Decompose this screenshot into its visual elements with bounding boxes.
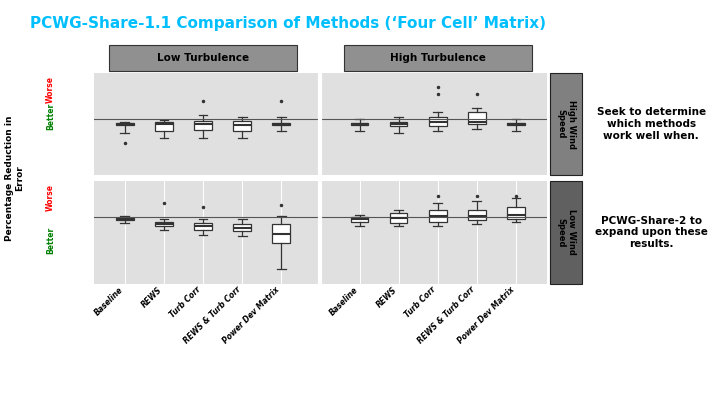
- PathPatch shape: [233, 121, 251, 131]
- PathPatch shape: [116, 123, 134, 125]
- Text: Worse: Worse: [46, 76, 55, 102]
- Text: Percentage Reduction in
Error: Percentage Reduction in Error: [5, 115, 24, 241]
- Text: PCWG-Share-2 to
expand upon these
results.: PCWG-Share-2 to expand upon these result…: [595, 216, 708, 249]
- Text: Better: Better: [46, 102, 55, 130]
- Text: Seek to determine
which methods
work well when.: Seek to determine which methods work wel…: [597, 107, 706, 141]
- PathPatch shape: [272, 224, 290, 243]
- PathPatch shape: [468, 113, 485, 124]
- PathPatch shape: [272, 123, 290, 126]
- PathPatch shape: [390, 213, 408, 223]
- Text: High Turbulence: High Turbulence: [390, 53, 486, 63]
- PathPatch shape: [351, 217, 369, 222]
- PathPatch shape: [116, 218, 134, 220]
- PathPatch shape: [390, 122, 408, 126]
- Text: Low Turbulence: Low Turbulence: [157, 53, 249, 63]
- PathPatch shape: [507, 123, 525, 126]
- PathPatch shape: [468, 210, 485, 220]
- PathPatch shape: [429, 117, 446, 126]
- PathPatch shape: [156, 222, 173, 226]
- PathPatch shape: [507, 207, 525, 219]
- Text: Worse: Worse: [46, 184, 55, 211]
- PathPatch shape: [194, 223, 212, 230]
- Text: PCWG-Share-1.1 Comparison of Methods (‘Four Cell’ Matrix): PCWG-Share-1.1 Comparison of Methods (‘F…: [30, 16, 546, 31]
- Text: Better: Better: [46, 227, 55, 254]
- PathPatch shape: [156, 122, 173, 131]
- Text: High Wind
Speed: High Wind Speed: [557, 100, 576, 149]
- PathPatch shape: [429, 210, 446, 222]
- Text: Low Wind
Speed: Low Wind Speed: [557, 209, 576, 255]
- PathPatch shape: [233, 224, 251, 231]
- PathPatch shape: [351, 123, 369, 126]
- PathPatch shape: [194, 121, 212, 130]
